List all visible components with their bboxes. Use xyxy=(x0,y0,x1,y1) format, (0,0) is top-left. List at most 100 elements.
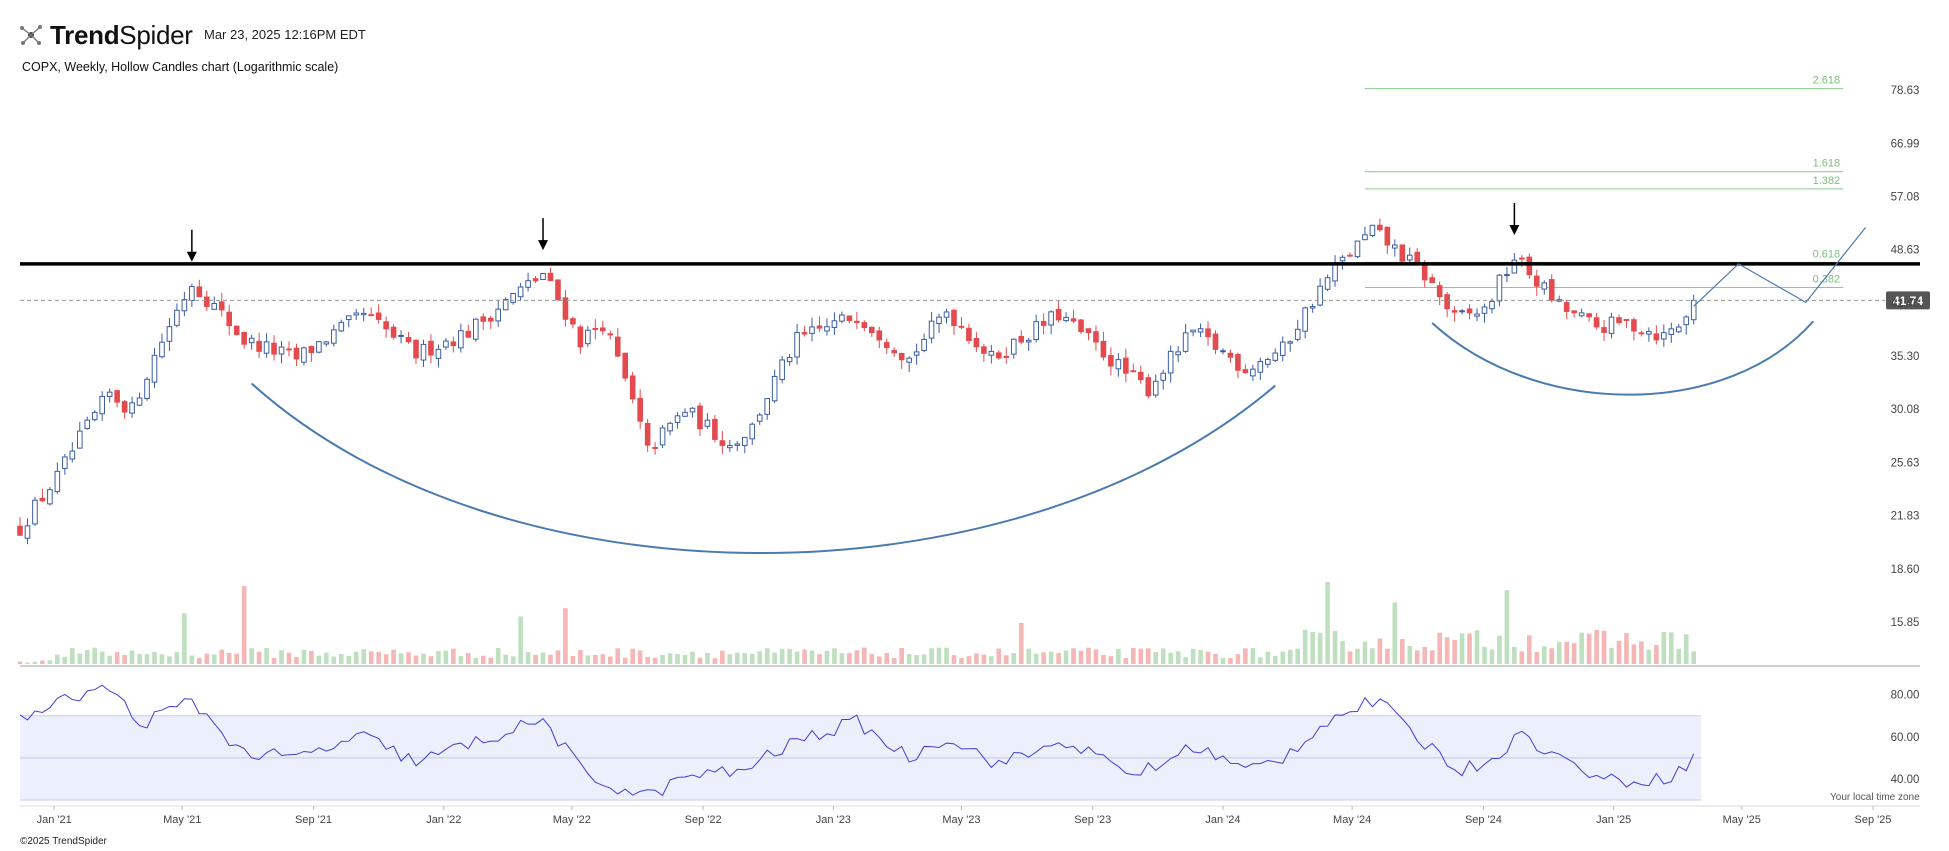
volume-bar xyxy=(817,654,822,664)
volume-bar xyxy=(152,651,157,664)
candle-body xyxy=(600,327,606,332)
candle-body xyxy=(682,411,688,417)
candle-body xyxy=(69,450,76,460)
volume-bar xyxy=(682,655,688,664)
candle-body xyxy=(114,390,120,403)
volume-bar xyxy=(495,647,501,664)
volume-bar xyxy=(675,654,680,664)
candle-body xyxy=(1287,341,1294,344)
price-axis-label: 41.43 xyxy=(1891,298,1920,310)
candle-body xyxy=(846,315,853,322)
date-axis-label: Sep '25 xyxy=(1855,814,1892,826)
candle-body xyxy=(861,322,868,329)
candle-body xyxy=(697,405,703,430)
volume-bar xyxy=(1668,632,1674,664)
candle-body xyxy=(951,309,957,326)
candle-body xyxy=(368,314,374,317)
candle-body xyxy=(936,316,942,324)
volume-bar xyxy=(697,657,703,664)
candle-body xyxy=(1227,352,1234,358)
candle-body xyxy=(1190,329,1196,333)
volume-bar xyxy=(974,653,979,664)
candle-body xyxy=(1563,302,1570,312)
price-axis-label: 15.85 xyxy=(1891,617,1920,629)
volume-bar xyxy=(1639,641,1644,664)
volume-bar xyxy=(1175,651,1181,664)
candle-body xyxy=(741,436,748,447)
candle-body xyxy=(913,351,920,356)
volume-bar xyxy=(40,660,45,664)
volume-bar xyxy=(578,649,583,664)
date-axis-label: Sep '24 xyxy=(1465,814,1502,826)
volume-bar xyxy=(989,656,994,664)
volume-bar xyxy=(1683,634,1689,664)
candle-body xyxy=(562,297,569,320)
candle-body xyxy=(308,345,315,354)
candle-body xyxy=(1309,306,1316,309)
volume-bar xyxy=(779,648,785,664)
volume-bar xyxy=(869,653,875,664)
candle-body xyxy=(854,320,860,323)
candle-body xyxy=(727,444,733,449)
volume-bar xyxy=(854,650,860,664)
candle-body xyxy=(472,318,479,340)
volume-bar xyxy=(1571,643,1577,664)
volume-bar xyxy=(1280,651,1286,664)
volume-bar xyxy=(1011,653,1017,664)
candle-body xyxy=(1175,351,1181,356)
candle-body xyxy=(405,337,412,343)
candle-body xyxy=(555,279,561,300)
volume-bar xyxy=(1467,633,1472,664)
candle-body xyxy=(84,419,91,429)
price-axis-label: 30.08 xyxy=(1891,404,1920,416)
candle-body xyxy=(331,329,337,344)
candle-body xyxy=(547,272,554,281)
volume-bar xyxy=(1056,652,1061,664)
candle-body xyxy=(338,321,345,332)
price-axis-label: 25.63 xyxy=(1891,457,1920,469)
volume-bar xyxy=(264,647,269,664)
timezone-note: Your local time zone xyxy=(1830,792,1920,803)
candle-body xyxy=(159,341,165,358)
volume-bar xyxy=(17,661,23,664)
grid-layer xyxy=(20,665,1920,807)
date-axis-label: Sep '23 xyxy=(1074,814,1111,826)
candle-body xyxy=(1242,369,1249,374)
volume-bar xyxy=(1527,635,1532,664)
candle-body xyxy=(136,397,143,406)
volume-bar xyxy=(249,648,254,664)
volume-bar xyxy=(1063,650,1069,664)
candle-body xyxy=(1055,308,1062,321)
candle-body xyxy=(1362,234,1368,241)
volume-bar xyxy=(1504,590,1510,664)
volume-bar xyxy=(219,649,225,664)
candle-body xyxy=(1638,332,1645,335)
volume-bar xyxy=(480,655,486,664)
candle-body xyxy=(1466,308,1473,314)
candle-body xyxy=(47,489,53,505)
volume-bar xyxy=(981,654,987,664)
candle-body xyxy=(570,318,576,325)
axis-labels: 41.74 78.63 66.99 57.08 48.63 41.43 35.30 30.08… xyxy=(37,85,1930,826)
volume-bar xyxy=(256,651,262,664)
candle-body xyxy=(1533,275,1540,287)
volume-bar xyxy=(1033,653,1039,664)
candle-body xyxy=(196,286,203,298)
candle-body xyxy=(831,320,838,328)
candle-body xyxy=(981,346,987,354)
candle-body xyxy=(144,378,150,399)
candle-body xyxy=(1078,319,1084,333)
volume-bar xyxy=(1205,651,1211,664)
volume-bar xyxy=(70,648,75,664)
candle-body xyxy=(1429,277,1435,284)
candle-body xyxy=(121,401,128,413)
volume-bar xyxy=(720,650,725,664)
volume-bar xyxy=(1392,602,1398,664)
volume-bar xyxy=(451,648,456,664)
candle-body xyxy=(1025,339,1032,343)
candle-body xyxy=(966,327,972,342)
volume-bar xyxy=(92,647,98,664)
volume-bar xyxy=(600,654,606,664)
volume-bar xyxy=(122,655,127,664)
